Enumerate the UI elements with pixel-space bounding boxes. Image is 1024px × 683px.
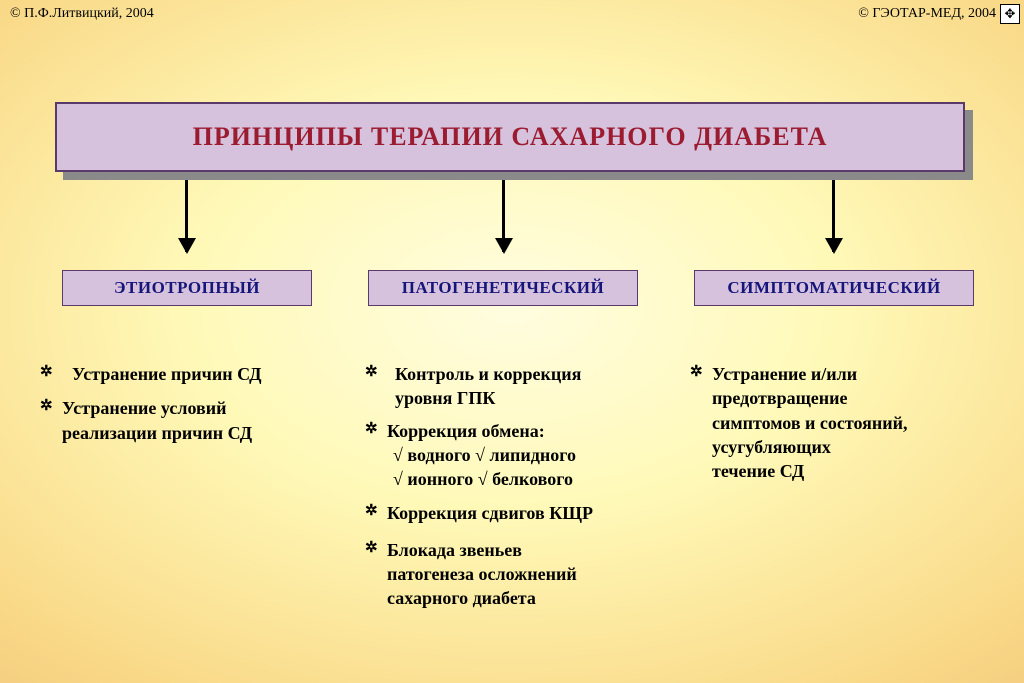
col2-b4c: сахарного диабета xyxy=(387,588,536,608)
col2-b4b: патогенеза осложнений xyxy=(387,564,577,584)
title-text: ПРИНЦИПЫ ТЕРАПИИ САХАРНОГО ДИАБЕТА xyxy=(193,122,828,152)
col3-b1b: предотвращение xyxy=(712,388,848,408)
col1-b2a: Устранение условий xyxy=(62,398,226,418)
col3-b1a: Устранение и/или xyxy=(712,364,857,384)
col3-b1c: симптомов и состояний, xyxy=(712,413,908,433)
col1-b2b: реализации причин СД xyxy=(62,423,252,443)
col2-b2s2: √ ионного √ белкового xyxy=(365,467,675,491)
nav-icon[interactable]: ✥ xyxy=(1000,4,1020,24)
col1-b1: Устранение причин СД xyxy=(40,362,340,386)
col2-b2s1: √ водного √ липидного xyxy=(365,443,675,467)
copyright-right: © ГЭОТАР-МЕД, 2004 xyxy=(858,6,996,22)
title-container: ПРИНЦИПЫ ТЕРАПИИ САХАРНОГО ДИАБЕТА xyxy=(55,102,965,172)
title-box: ПРИНЦИПЫ ТЕРАПИИ САХАРНОГО ДИАБЕТА xyxy=(55,102,965,172)
col3-bullets: Устранение и/или предотвращение симптомо… xyxy=(690,362,1000,483)
col3-b1e: течение СД xyxy=(712,461,804,481)
col3-b1d: усугубляющих xyxy=(712,437,831,457)
copyright-left: © П.Ф.Литвицкий, 2004 xyxy=(10,6,154,22)
col2-b1a: Контроль и коррекция xyxy=(395,364,581,384)
col1-bullets: Устранение причин СД Устранение условий … xyxy=(40,362,340,445)
col2-b2: Коррекция обмена: xyxy=(365,419,675,443)
col2-b1b: уровня ГПК xyxy=(395,388,495,408)
arrow-0 xyxy=(185,180,188,252)
category-box-1: ПАТОГЕНЕТИЧЕСКИЙ xyxy=(368,270,638,306)
col2-b1: Контроль и коррекция уровня ГПК xyxy=(365,362,675,411)
col1-b2: Устранение условий реализации причин СД xyxy=(40,396,340,445)
category-box-0: ЭТИОТРОПНЫЙ xyxy=(62,270,312,306)
col3-b1: Устранение и/или предотвращение симптомо… xyxy=(690,362,1000,483)
col2-bullets: Контроль и коррекция уровня ГПК Коррекци… xyxy=(365,362,675,611)
col2-b4: Блокада звеньев патогенеза осложнений са… xyxy=(365,538,675,611)
arrow-1 xyxy=(502,180,505,252)
category-box-2: СИМПТОМАТИЧЕСКИЙ xyxy=(694,270,974,306)
arrow-2 xyxy=(832,180,835,252)
col2-b3: Коррекция сдвигов КЩР xyxy=(365,501,675,525)
col2-b4a: Блокада звеньев xyxy=(387,540,522,560)
